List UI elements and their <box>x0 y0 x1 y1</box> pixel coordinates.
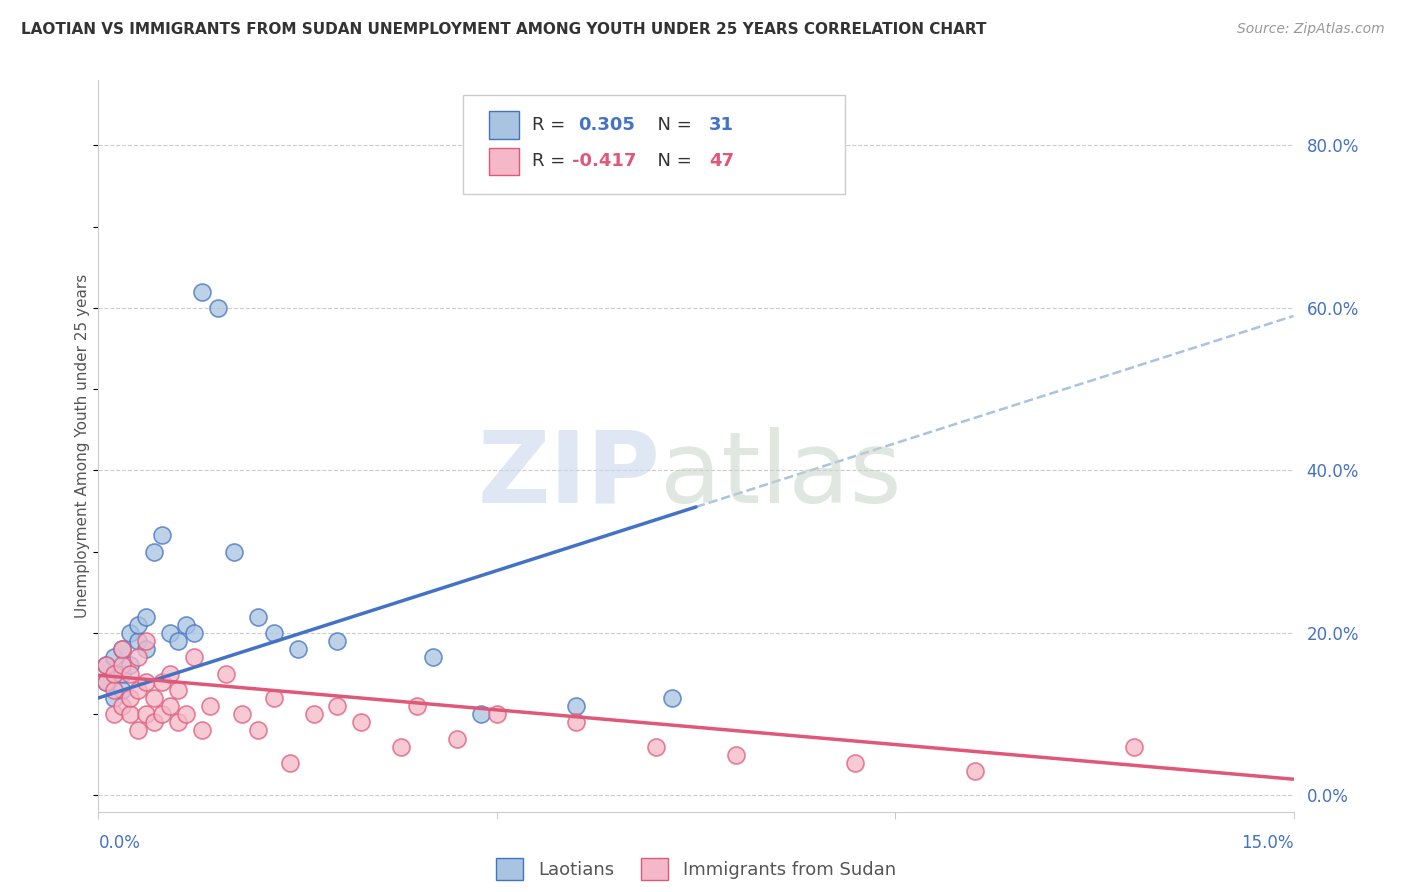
Point <box>96 658 118 673</box>
Point <box>565 715 588 730</box>
Point <box>150 674 173 689</box>
Point <box>135 674 157 689</box>
Point <box>111 658 134 673</box>
Point <box>207 301 229 315</box>
Point <box>135 642 157 657</box>
Point <box>159 699 181 714</box>
Point <box>1123 739 1146 754</box>
Point <box>183 650 205 665</box>
Point <box>127 650 149 665</box>
Point <box>485 707 508 722</box>
Point <box>120 690 142 705</box>
Point <box>103 690 125 705</box>
FancyBboxPatch shape <box>489 147 519 176</box>
Point <box>287 642 309 657</box>
Point <box>183 626 205 640</box>
Point <box>127 617 149 632</box>
Point <box>350 715 373 730</box>
Point <box>111 642 134 657</box>
Point <box>167 682 190 697</box>
Point <box>96 674 118 689</box>
FancyBboxPatch shape <box>463 95 845 194</box>
Point <box>215 666 238 681</box>
Text: -0.417: -0.417 <box>572 153 636 170</box>
Point <box>263 690 285 705</box>
Point <box>470 707 492 722</box>
Text: R =: R = <box>533 153 571 170</box>
Point <box>302 707 325 722</box>
Y-axis label: Unemployment Among Youth under 25 years: Unemployment Among Youth under 25 years <box>75 274 90 618</box>
Point <box>446 731 468 746</box>
Point <box>661 690 683 705</box>
Point <box>120 658 142 673</box>
Point <box>167 715 190 730</box>
Point <box>645 739 668 754</box>
Text: 47: 47 <box>709 153 734 170</box>
Point <box>263 626 285 640</box>
Text: N =: N = <box>645 116 697 134</box>
Point <box>326 634 349 648</box>
Point <box>127 723 149 738</box>
Point <box>120 707 142 722</box>
Point <box>103 666 125 681</box>
Point <box>422 650 444 665</box>
Point <box>150 707 173 722</box>
Point <box>159 626 181 640</box>
Point <box>103 650 125 665</box>
Point <box>111 666 134 681</box>
Point <box>191 723 214 738</box>
Text: 15.0%: 15.0% <box>1241 834 1294 852</box>
Point <box>278 756 301 770</box>
Point <box>231 707 253 722</box>
Point <box>103 682 125 697</box>
Text: ZIP: ZIP <box>477 426 661 524</box>
Point <box>389 739 412 754</box>
Point <box>103 707 125 722</box>
Legend: Laotians, Immigrants from Sudan: Laotians, Immigrants from Sudan <box>489 850 903 887</box>
Point <box>167 634 190 648</box>
Point <box>406 699 429 714</box>
Point <box>96 658 118 673</box>
Point <box>103 666 125 681</box>
Point <box>724 747 747 762</box>
Text: N =: N = <box>645 153 697 170</box>
Point <box>135 707 157 722</box>
Point <box>127 634 149 648</box>
Point <box>246 723 269 738</box>
Text: atlas: atlas <box>661 426 901 524</box>
Point <box>96 674 118 689</box>
Point <box>326 699 349 714</box>
Point <box>246 609 269 624</box>
Text: 31: 31 <box>709 116 734 134</box>
Point <box>191 285 214 299</box>
Text: LAOTIAN VS IMMIGRANTS FROM SUDAN UNEMPLOYMENT AMONG YOUTH UNDER 25 YEARS CORRELA: LAOTIAN VS IMMIGRANTS FROM SUDAN UNEMPLO… <box>21 22 987 37</box>
Point <box>565 699 588 714</box>
Point <box>159 666 181 681</box>
Point <box>198 699 221 714</box>
Point <box>174 617 197 632</box>
Point <box>135 634 157 648</box>
Point <box>222 544 245 558</box>
Point <box>127 682 149 697</box>
Text: 0.0%: 0.0% <box>98 834 141 852</box>
Text: 0.305: 0.305 <box>578 116 634 134</box>
Point <box>111 642 134 657</box>
Point <box>143 544 166 558</box>
Point <box>844 756 866 770</box>
Point <box>150 528 173 542</box>
Point <box>111 699 134 714</box>
Point <box>143 690 166 705</box>
Text: Source: ZipAtlas.com: Source: ZipAtlas.com <box>1237 22 1385 37</box>
Point <box>143 715 166 730</box>
FancyBboxPatch shape <box>489 111 519 139</box>
Point <box>120 626 142 640</box>
Point <box>174 707 197 722</box>
Point <box>111 682 134 697</box>
Point <box>135 609 157 624</box>
Point <box>120 666 142 681</box>
Point <box>963 764 986 778</box>
Text: R =: R = <box>533 116 571 134</box>
